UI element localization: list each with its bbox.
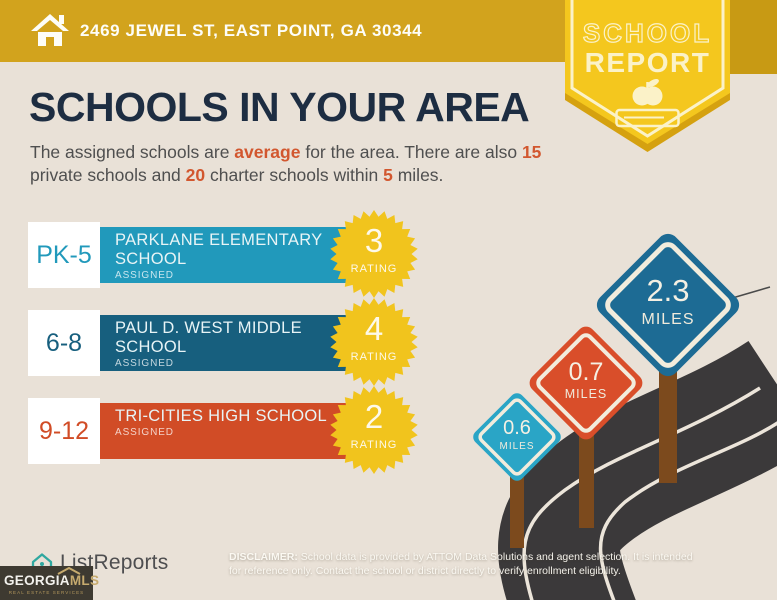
disclaimer-body: School data is provided by ATTOM Data So… — [229, 551, 693, 577]
distance-sign-2.3-miles — [596, 233, 740, 377]
school-row-elementary: PK-5 PARKLANE ELEMENTARY SCHOOL ASSIGNED… — [28, 210, 423, 298]
sign-unit: MILES — [499, 441, 534, 452]
intro-highlight-miles: 5 — [383, 165, 393, 185]
distance-sign-0.6-miles — [473, 393, 561, 481]
property-address: 2469 JEWEL ST, EAST POINT, GA 30344 — [80, 21, 423, 40]
rating-label: RATING — [350, 263, 398, 275]
intro-text: The assigned schools are — [30, 142, 235, 162]
page-title: SCHOOLS IN YOUR AREA — [29, 84, 530, 130]
rating-label: RATING — [350, 439, 398, 451]
ribbon-line2: REPORT — [585, 47, 711, 78]
road-line-left — [522, 386, 761, 600]
mls-mls: MLS — [69, 573, 100, 588]
rating-badge: 3 RATING — [329, 209, 419, 299]
school-bar: TRI-CITIES HIGH SCHOOL ASSIGNED — [100, 403, 354, 459]
assigned-label: ASSIGNED — [115, 427, 174, 438]
intro-paragraph: The assigned schools are average for the… — [30, 141, 570, 187]
sign-post — [579, 428, 594, 528]
grade-range: PK-5 — [28, 222, 100, 288]
sign-unit: MILES — [641, 311, 694, 328]
school-bar: PAUL D. WEST MIDDLE SCHOOL ASSIGNED — [100, 315, 354, 371]
school-row-high: 9-12 TRI-CITIES HIGH SCHOOL ASSIGNED 2 R… — [28, 386, 423, 474]
road-distance-illustration: 0.6 MILES 0.7 MILES 2.3 MILES — [473, 233, 777, 600]
rating-label: RATING — [350, 351, 398, 363]
disclaimer-label: DISCLAIMER: — [229, 551, 298, 563]
assigned-label: ASSIGNED — [115, 358, 174, 369]
rating-value: 3 — [364, 222, 384, 259]
school-name: PAUL D. WEST MIDDLE SCHOOL — [115, 319, 302, 356]
intro-text: private schools and — [30, 165, 186, 185]
intro-text: charter schools within — [205, 165, 384, 185]
ribbon-inner-border — [570, 0, 725, 138]
ribbon-fold — [730, 0, 777, 74]
intro-text: for the area. There are also — [300, 142, 522, 162]
georgia-mls-logo: GEORGIAMLS REAL ESTATE SERVICES — [0, 566, 99, 600]
sign-distance: 2.3 — [646, 273, 689, 308]
school-name: TRI-CITIES HIGH SCHOOL — [115, 407, 327, 425]
road-line-right — [598, 421, 777, 600]
starburst-icon — [330, 298, 418, 386]
school-report-badge: SCHOOL REPORT — [565, 0, 730, 152]
school-name: PARKLANE ELEMENTARY SCHOOL — [115, 231, 323, 268]
starburst-icon — [330, 210, 418, 298]
distance-sign-0.7-miles — [529, 326, 643, 440]
grade-range: 9-12 — [28, 398, 100, 464]
mls-roof-icon — [57, 567, 81, 575]
school-row-middle: 6-8 PAUL D. WEST MIDDLE SCHOOL ASSIGNED … — [28, 298, 423, 386]
rating-value: 2 — [364, 398, 384, 435]
mls-georgia: GEORGIA — [4, 573, 70, 588]
sign-distance: 0.6 — [503, 417, 531, 439]
mls-wordmark: GEORGIAMLS — [4, 573, 99, 588]
sign-distance: 0.7 — [569, 358, 604, 386]
grade-range: 6-8 — [28, 310, 100, 376]
mls-tagline: REAL ESTATE SERVICES — [8, 590, 85, 595]
apple-on-book-icon — [615, 78, 680, 128]
rating-badge: 2 RATING — [329, 385, 419, 475]
rating-badge: 4 RATING — [329, 297, 419, 387]
sign-post — [510, 470, 524, 548]
sign-post — [659, 368, 677, 483]
starburst-icon — [330, 386, 418, 474]
intro-highlight-average: average — [234, 142, 301, 162]
house-icon — [31, 14, 69, 46]
ribbon-line1: SCHOOL — [583, 18, 712, 48]
disclaimer-text: DISCLAIMER: School data is provided by A… — [229, 550, 707, 578]
intro-highlight-private-count: 15 — [521, 142, 542, 162]
assigned-label: ASSIGNED — [115, 270, 174, 281]
school-bar: PARKLANE ELEMENTARY SCHOOL ASSIGNED — [100, 227, 354, 283]
intro-text: miles. — [392, 165, 444, 185]
sign-unit: MILES — [565, 387, 608, 401]
intro-highlight-charter-count: 20 — [185, 165, 206, 185]
rating-value: 4 — [364, 310, 384, 347]
